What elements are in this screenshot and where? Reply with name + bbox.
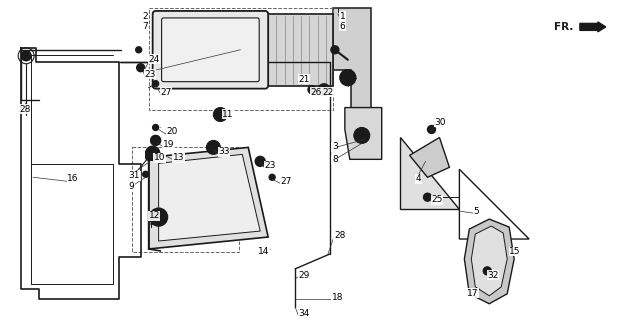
Circle shape — [146, 147, 159, 160]
Bar — [265, 14, 333, 86]
FancyBboxPatch shape — [153, 11, 268, 89]
Text: 3: 3 — [332, 142, 337, 151]
Circle shape — [423, 193, 431, 201]
Circle shape — [21, 51, 31, 61]
Text: 16: 16 — [67, 174, 78, 183]
Text: 5: 5 — [473, 207, 479, 216]
Text: 7: 7 — [143, 22, 148, 31]
Circle shape — [150, 208, 167, 226]
Text: 15: 15 — [509, 247, 521, 256]
Text: 27: 27 — [161, 88, 172, 97]
Polygon shape — [400, 137, 459, 209]
Text: 24: 24 — [149, 55, 160, 64]
Text: 22: 22 — [322, 88, 333, 97]
Text: 17: 17 — [467, 289, 479, 298]
Text: 23: 23 — [264, 161, 276, 170]
Text: 28: 28 — [19, 105, 30, 114]
Text: 28: 28 — [334, 231, 345, 240]
Circle shape — [340, 70, 356, 86]
Text: 19: 19 — [163, 140, 174, 149]
Text: 1: 1 — [340, 12, 345, 21]
Circle shape — [213, 108, 227, 122]
Circle shape — [319, 85, 329, 95]
Text: 14: 14 — [258, 247, 269, 256]
Polygon shape — [472, 226, 507, 296]
Text: 30: 30 — [434, 117, 446, 126]
Bar — [132, 148, 239, 252]
Circle shape — [153, 124, 159, 131]
FancyArrow shape — [580, 22, 606, 32]
Text: 13: 13 — [172, 153, 184, 162]
Text: 34: 34 — [298, 309, 310, 318]
Text: 4: 4 — [415, 174, 421, 183]
Text: 8: 8 — [332, 156, 337, 164]
Circle shape — [331, 46, 339, 54]
Circle shape — [206, 140, 221, 154]
Circle shape — [483, 267, 491, 275]
Text: 21: 21 — [298, 75, 310, 84]
Circle shape — [151, 135, 161, 145]
Circle shape — [354, 127, 370, 143]
Text: FR.: FR. — [554, 22, 574, 32]
Circle shape — [428, 125, 436, 133]
Bar — [149, 8, 333, 109]
Circle shape — [154, 213, 163, 221]
Circle shape — [308, 86, 316, 94]
Text: 31: 31 — [129, 171, 140, 180]
Text: 33: 33 — [218, 148, 230, 156]
Text: 18: 18 — [332, 293, 344, 302]
Text: 2: 2 — [143, 12, 148, 21]
Circle shape — [146, 154, 151, 160]
Polygon shape — [464, 219, 514, 304]
Polygon shape — [410, 137, 449, 177]
Text: 29: 29 — [298, 271, 310, 280]
Circle shape — [137, 64, 145, 72]
Polygon shape — [345, 108, 382, 159]
FancyBboxPatch shape — [161, 18, 259, 82]
Circle shape — [269, 174, 275, 180]
Circle shape — [146, 147, 159, 160]
Circle shape — [153, 81, 159, 87]
Circle shape — [255, 156, 265, 166]
Text: 12: 12 — [149, 211, 160, 220]
Text: 32: 32 — [487, 271, 499, 280]
Text: 9: 9 — [129, 182, 135, 191]
Text: 6: 6 — [340, 22, 345, 31]
Text: 20: 20 — [167, 127, 178, 136]
Text: 26: 26 — [310, 88, 321, 97]
Text: 25: 25 — [431, 195, 443, 204]
Polygon shape — [149, 148, 268, 249]
Text: 23: 23 — [145, 70, 156, 79]
Text: 11: 11 — [222, 109, 234, 118]
Text: 27: 27 — [280, 177, 292, 186]
Polygon shape — [333, 8, 371, 109]
Text: 10: 10 — [154, 153, 165, 162]
Polygon shape — [159, 154, 260, 241]
Circle shape — [143, 171, 149, 177]
Circle shape — [136, 47, 142, 53]
